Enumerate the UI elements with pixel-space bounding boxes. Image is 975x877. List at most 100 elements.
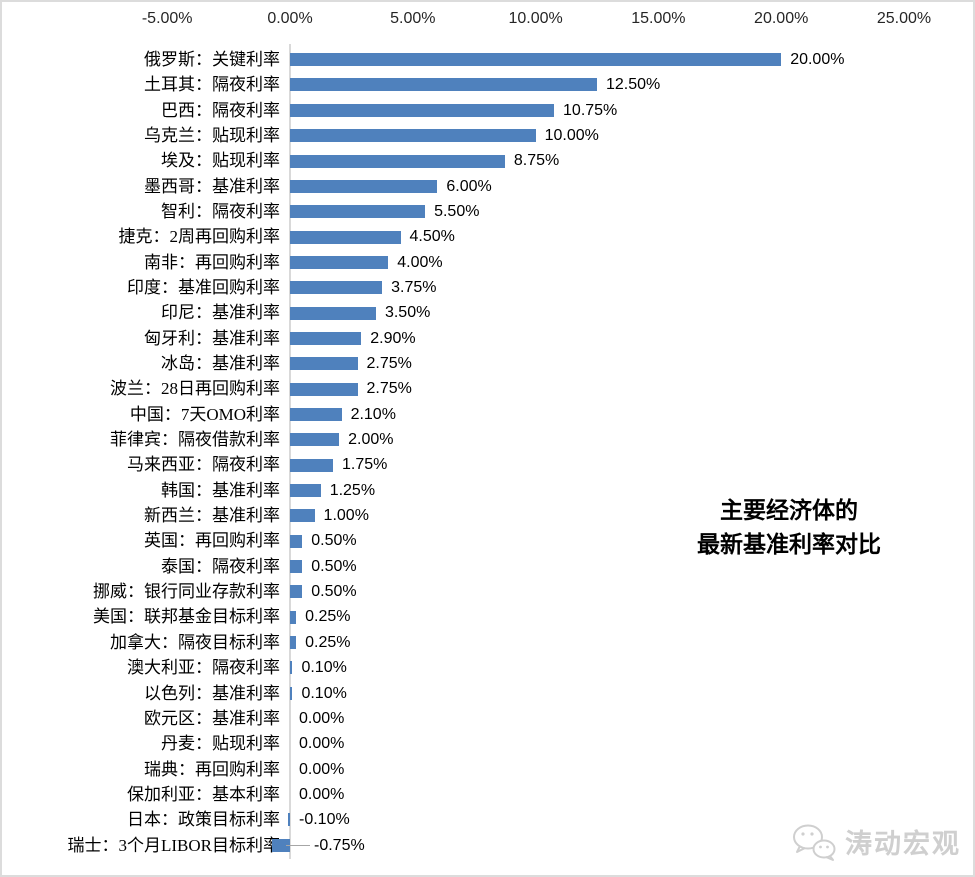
chart-row: 丹麦：贴现利率 0.00%: [2, 731, 973, 756]
x-axis-tick-label: 20.00%: [754, 10, 809, 27]
bar: [287, 813, 290, 827]
value-label: -0.10%: [299, 811, 350, 829]
value-label: 2.75%: [366, 380, 412, 398]
x-axis-tick-label: 0.00%: [267, 10, 313, 27]
chart-row: 美国：联邦基金目标利率 0.25%: [2, 604, 973, 629]
value-label: 12.50%: [606, 76, 661, 94]
value-label: 0.25%: [305, 633, 351, 651]
chart-row: 南非：再回购利率 4.00%: [2, 250, 973, 275]
chart-row: 新西兰：基准利率 1.00%: [2, 503, 973, 528]
category-label: 智利：隔夜利率: [161, 202, 280, 222]
value-label: 0.10%: [301, 659, 347, 677]
chart-row: 英国：再回购利率 0.50%: [2, 528, 973, 553]
bar: [290, 306, 376, 320]
chart-row: 澳大利亚：隔夜利率 0.10%: [2, 655, 973, 680]
chart-row: 波兰：28日再回购利率 2.75%: [2, 376, 973, 401]
value-label: 1.25%: [329, 481, 376, 499]
bar: [290, 357, 358, 371]
value-label: 6.00%: [446, 177, 492, 195]
bar: [290, 407, 342, 421]
bar: [290, 382, 358, 396]
chart-row: 瑞士：3个月LIBOR目标利率 -0.75%: [2, 833, 973, 858]
bar: [290, 255, 389, 269]
chart-row: 欧元区：基准利率 0.00%: [2, 706, 973, 731]
value-label: 8.75%: [513, 152, 560, 170]
category-label: 澳大利亚：隔夜利率: [127, 658, 280, 678]
bar: [290, 635, 297, 649]
x-axis-tick-label: 5.00%: [390, 10, 436, 27]
x-axis-tick-label: 25.00%: [876, 10, 932, 27]
category-label: 丹麦：贴现利率: [161, 734, 280, 754]
bar: [290, 686, 293, 700]
chart-row: 日本：政策目标利率 -0.10%: [2, 807, 973, 832]
bar: [290, 661, 293, 675]
value-label: 0.50%: [311, 583, 357, 601]
category-label: 冰岛：基准利率: [161, 354, 280, 374]
chart-row: 瑞典：再回购利率 0.00%: [2, 757, 973, 782]
bar: [290, 483, 321, 497]
value-label: 20.00%: [790, 51, 845, 68]
category-label: 菲律宾：隔夜借款利率: [110, 430, 280, 450]
bar: [290, 509, 315, 523]
value-label: -0.75%: [314, 836, 365, 854]
watermark: 涛动宏观: [791, 822, 961, 861]
watermark-text: 涛动宏观: [845, 829, 961, 859]
chart-row: 泰国：隔夜利率 0.50%: [2, 554, 973, 579]
category-label: 保加利亚：基本利率: [127, 784, 280, 804]
value-label: 0.25%: [305, 608, 351, 626]
category-label: 墨西哥：基准利率: [144, 176, 280, 196]
bar: [290, 610, 297, 624]
chart-row: 智利：隔夜利率 5.50%: [2, 199, 973, 224]
chart-row: 加拿大：隔夜目标利率 0.25%: [2, 630, 973, 655]
value-label: 3.75%: [391, 279, 437, 297]
bar: [290, 281, 383, 295]
category-label: 英国：再回购利率: [144, 531, 280, 551]
category-label: 以色列：基准利率: [144, 683, 280, 703]
chart-row: 保加利亚：基本利率 0.00%: [2, 782, 973, 807]
y-axis-line: [289, 44, 291, 859]
category-label: 巴西：隔夜利率: [161, 100, 280, 120]
value-label: 0.00%: [299, 785, 345, 803]
value-label: 10.00%: [544, 127, 599, 145]
category-label: 土耳其：隔夜利率: [144, 75, 280, 95]
bar: [290, 559, 303, 573]
chart-row: 捷克：2周再回购利率 4.50%: [2, 224, 973, 249]
chart-row: 中国：7天OMO利率 2.10%: [2, 402, 973, 427]
chart-row: 韩国：基准利率 1.25%: [2, 478, 973, 503]
category-label: 欧元区：基准利率: [144, 708, 280, 728]
bar: [290, 205, 426, 219]
bar: [290, 103, 555, 117]
value-label: 2.75%: [366, 355, 412, 373]
bar: [290, 433, 340, 447]
value-label: 0.00%: [299, 735, 345, 753]
category-label: 韩国：基准利率: [161, 480, 280, 500]
category-label: 加拿大：隔夜目标利率: [110, 632, 280, 652]
chart-row: 墨西哥：基准利率 6.00%: [2, 174, 973, 199]
bar: [290, 534, 303, 548]
value-label: 1.75%: [341, 456, 388, 474]
value-label: 4.00%: [397, 253, 443, 271]
value-label: 5.50%: [434, 203, 480, 221]
bar: [290, 154, 505, 168]
value-label: 0.10%: [301, 684, 347, 702]
chart-row: 马来西亚：隔夜利率 1.75%: [2, 452, 973, 477]
value-label: 2.00%: [348, 431, 394, 449]
category-label: 匈牙利：基准利率: [144, 328, 280, 348]
value-label: 0.00%: [299, 760, 345, 778]
x-axis-tick-label: 10.00%: [508, 10, 563, 27]
chart-row: 俄罗斯：关键利率 20.00%: [2, 47, 973, 72]
value-label: 0.50%: [311, 532, 357, 550]
category-label: 日本：政策目标利率: [127, 810, 280, 830]
category-label: 美国：联邦基金目标利率: [93, 607, 280, 627]
category-label: 新西兰：基准利率: [144, 506, 280, 526]
category-label: 波兰：28日再回购利率: [110, 379, 280, 399]
value-label: 0.50%: [311, 557, 357, 575]
chart-title-line2: 最新基准利率对比: [697, 532, 881, 557]
category-label: 挪威：银行同业存款利率: [93, 582, 280, 602]
bar: [290, 129, 536, 143]
bar: [290, 585, 303, 599]
value-label: 2.10%: [350, 405, 396, 423]
chart-row: 土耳其：隔夜利率 12.50%: [2, 72, 973, 97]
value-label: 4.50%: [409, 228, 455, 246]
